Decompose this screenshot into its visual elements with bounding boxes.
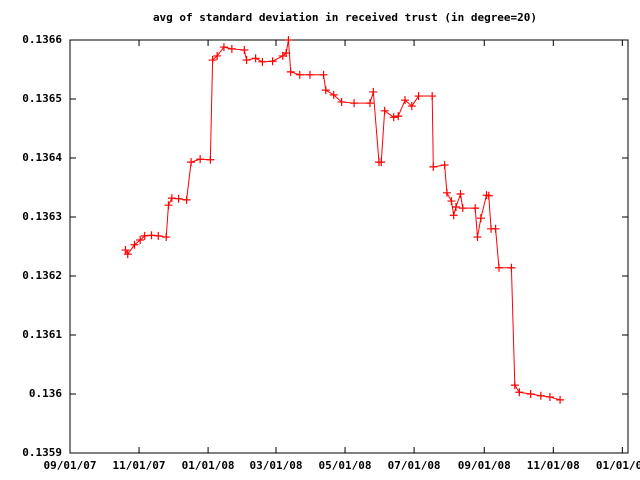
point-marker xyxy=(414,92,423,101)
point-marker xyxy=(130,240,139,249)
point-marker xyxy=(365,99,374,108)
x-tick-label: 11/01/08 xyxy=(527,459,580,472)
point-marker xyxy=(208,56,217,65)
point-marker xyxy=(401,96,410,105)
point-marker xyxy=(167,194,176,203)
chart-title: avg of standard deviation in received tr… xyxy=(153,11,537,24)
point-marker xyxy=(206,155,215,164)
point-marker xyxy=(428,92,437,101)
point-marker xyxy=(140,231,149,240)
x-tick-label: 03/01/08 xyxy=(250,459,303,472)
point-marker xyxy=(451,202,460,211)
point-marker xyxy=(515,388,524,397)
point-marker xyxy=(526,390,535,398)
point-marker xyxy=(242,56,251,65)
point-marker xyxy=(240,46,249,55)
point-marker xyxy=(449,211,458,220)
point-marker xyxy=(429,162,438,171)
point-marker xyxy=(136,236,145,245)
point-marker xyxy=(154,231,163,240)
point-marker xyxy=(219,43,228,52)
point-marker xyxy=(476,214,485,223)
point-marker xyxy=(494,263,503,272)
point-marker xyxy=(377,158,386,167)
y-tick-label: 0.1362 xyxy=(22,269,62,282)
point-marker xyxy=(305,70,314,79)
point-marker xyxy=(164,201,173,210)
point-marker xyxy=(510,381,519,390)
point-marker xyxy=(268,57,277,66)
point-marker xyxy=(447,197,456,206)
x-tick-label: 11/01/07 xyxy=(113,459,166,472)
point-marker xyxy=(337,97,346,106)
y-tick-label: 0.1363 xyxy=(22,210,62,223)
point-marker xyxy=(507,263,516,272)
point-marker xyxy=(350,99,359,108)
x-tick-label: 01/01/08 xyxy=(182,459,235,472)
point-marker xyxy=(174,194,183,203)
point-marker xyxy=(282,48,291,57)
y-tick-label: 0.1365 xyxy=(22,92,62,105)
x-tick-label: 09/01/08 xyxy=(458,459,511,472)
point-marker xyxy=(121,246,130,255)
point-marker xyxy=(162,233,171,242)
x-tick-label: 05/01/08 xyxy=(319,459,372,472)
point-marker xyxy=(187,158,196,167)
point-marker xyxy=(319,70,328,79)
point-marker xyxy=(471,204,480,213)
point-marker xyxy=(284,36,293,44)
point-marker xyxy=(123,250,132,259)
point-marker xyxy=(321,86,330,95)
point-marker xyxy=(556,395,565,404)
x-tick-label: 07/01/08 xyxy=(388,459,441,472)
point-marker xyxy=(491,224,500,233)
point-marker xyxy=(456,189,465,198)
point-marker xyxy=(182,195,191,204)
point-marker xyxy=(458,204,467,213)
point-marker xyxy=(295,70,304,79)
point-marker xyxy=(258,57,267,66)
point-marker xyxy=(251,54,260,63)
point-marker xyxy=(369,87,378,96)
point-marker xyxy=(329,90,338,99)
point-marker xyxy=(380,106,389,115)
y-tick-label: 0.136 xyxy=(29,387,62,400)
y-tick-label: 0.1359 xyxy=(22,446,62,459)
y-tick-label: 0.1361 xyxy=(22,328,62,341)
point-marker xyxy=(196,155,205,164)
point-marker xyxy=(473,233,482,242)
point-marker xyxy=(407,102,416,111)
point-marker xyxy=(227,44,236,53)
point-marker xyxy=(286,67,295,76)
point-marker xyxy=(389,113,398,122)
point-marker xyxy=(440,161,449,170)
point-marker xyxy=(545,392,554,401)
x-tick-label: 09/01/07 xyxy=(44,459,97,472)
point-marker xyxy=(484,191,493,200)
point-marker xyxy=(536,391,545,400)
y-tick-label: 0.1366 xyxy=(22,33,62,46)
point-marker xyxy=(442,188,451,197)
x-tick-label: 01/01/09 xyxy=(596,459,640,472)
point-marker xyxy=(394,112,403,121)
y-tick-label: 0.1364 xyxy=(22,151,62,164)
plot-frame xyxy=(69,39,629,454)
point-marker xyxy=(213,51,222,60)
point-marker xyxy=(147,231,156,240)
